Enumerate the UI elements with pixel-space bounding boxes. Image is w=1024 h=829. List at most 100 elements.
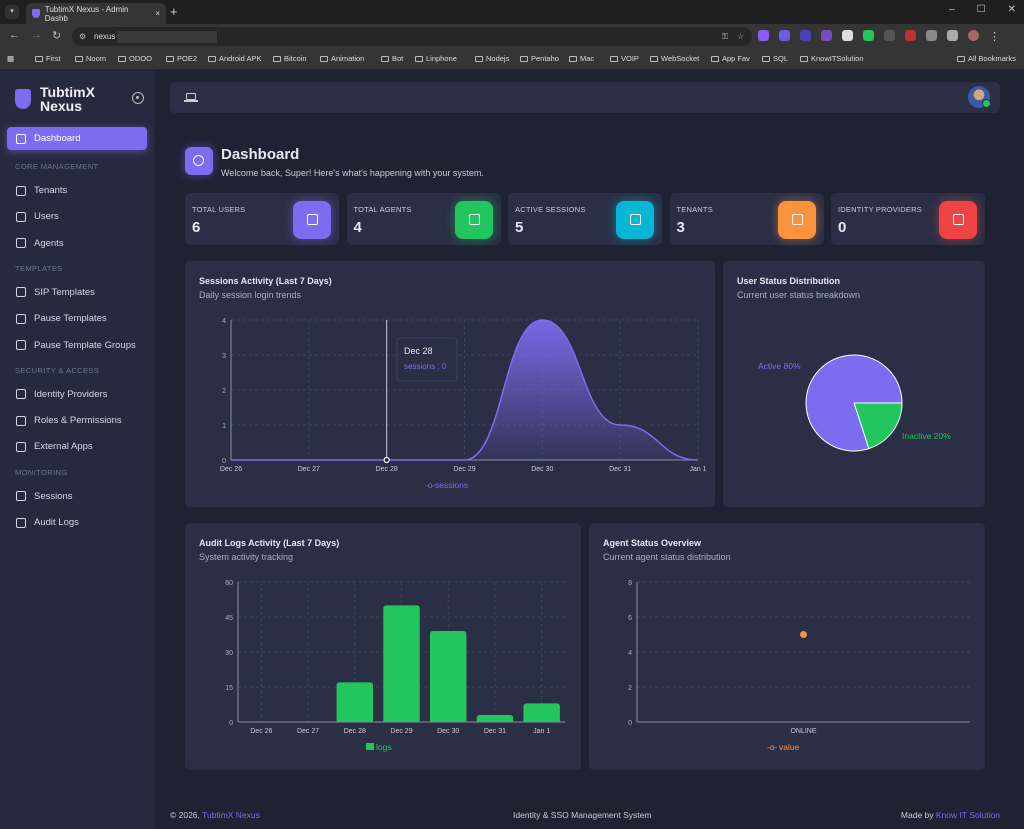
bar-dec-31[interactable] — [476, 715, 514, 722]
agent-icon — [454, 201, 493, 239]
sidebar-item-audit-logs[interactable]: Audit Logs — [7, 511, 147, 534]
sidebar-item-label: Roles & Permissions — [34, 415, 122, 427]
extension-icon[interactable] — [758, 30, 769, 41]
legend-swatch[interactable] — [366, 743, 374, 750]
bookmark-star-icon[interactable]: ☆ — [736, 32, 744, 41]
sidebar-item-roles-permissions[interactable]: Roles & Permissions — [7, 409, 147, 432]
sidebar-item-pause-template-groups[interactable]: Pause Template Groups — [7, 334, 147, 357]
bookmark-folder[interactable]: App Fav — [711, 54, 750, 63]
apps-grid-icon[interactable]: ▦ — [7, 54, 15, 63]
bookmark-folder[interactable]: Linphone — [415, 54, 457, 63]
close-window-button[interactable]: ✕ — [1007, 4, 1016, 15]
tab-close-button[interactable]: × — [155, 9, 160, 18]
x-tick-label: Dec 28 — [344, 728, 366, 735]
x-tick-label: ONLINE — [790, 728, 816, 735]
back-button[interactable]: ← — [9, 29, 20, 41]
new-tab-button[interactable]: + — [170, 4, 178, 19]
bookmark-folder[interactable]: First — [35, 54, 61, 63]
bookmark-folder[interactable]: KnowITSolution — [800, 54, 864, 63]
extension-icon[interactable] — [863, 30, 874, 41]
tab-search-button[interactable]: ▾ — [5, 5, 19, 19]
bar-dec-30[interactable] — [429, 631, 467, 722]
audit-logs-card: Audit Logs Activity (Last 7 Days) System… — [185, 523, 581, 770]
sidebar-item-pause-templates[interactable]: Pause Templates — [7, 307, 147, 330]
sidebar-item-agents[interactable]: Agents — [7, 232, 147, 255]
sidebar-item-external-apps[interactable]: External Apps — [7, 435, 147, 458]
minimize-button[interactable]: – — [949, 4, 955, 15]
bookmark-folder[interactable]: Pentaho — [520, 54, 559, 63]
sidebar-item-tenants[interactable]: Tenants — [7, 179, 147, 202]
sidebar-toggle-icon[interactable] — [132, 92, 144, 104]
stat-card-identity-providers: IDENTITY PROVIDERS 0 — [831, 193, 985, 245]
bookmark-folder[interactable]: ODOO — [118, 54, 152, 63]
password-key-icon[interactable]: ⚿ — [721, 32, 728, 41]
sessions-chart[interactable]: 0 1 2 3 4 Dec 26 Dec 27 Dec 28 Dec 29 Dec 30 Dec 3… — [185, 261, 715, 507]
extension-icon[interactable] — [926, 30, 937, 41]
bar-dec-29[interactable] — [383, 605, 420, 722]
reload-button[interactable]: ↻ — [52, 30, 62, 42]
bookmark-folder[interactable]: Animation — [320, 54, 364, 63]
maximize-button[interactable]: ☐ — [976, 4, 986, 15]
extension-icon[interactable] — [884, 30, 895, 41]
bookmark-folder[interactable]: Bot — [381, 54, 403, 63]
data-point-online[interactable] — [800, 631, 807, 638]
stat-label: ACTIVE SESSIONS — [515, 205, 586, 214]
bookmark-label: VOIP — [621, 54, 639, 63]
laptop-icon[interactable] — [184, 93, 198, 102]
site-info-icon[interactable]: ⚙ — [79, 32, 87, 41]
extension-icon[interactable] — [842, 30, 853, 41]
agent-status-chart[interactable]: 0 2 4 6 8 ONLINE -o- value — [589, 523, 985, 770]
forward-button[interactable]: → — [31, 29, 42, 41]
y-tick-label: 15 — [225, 685, 233, 692]
user-status-pie[interactable]: Active 80% Inactive 20% — [723, 261, 985, 507]
sidebar-item-dashboard[interactable]: Dashboard — [7, 127, 147, 150]
user-avatar[interactable] — [968, 86, 991, 108]
extensions-puzzle-icon[interactable] — [947, 30, 958, 41]
bookmark-folder[interactable]: POE2 — [166, 54, 197, 63]
pie-slice-active[interactable] — [805, 354, 903, 452]
bookmark-folder[interactable]: SQL — [762, 54, 788, 63]
brand-link[interactable]: TubtimX Nexus — [202, 810, 260, 820]
address-bar-row: ← → ↻ ⚙ nexus ⚿ ☆ ⋮ — [0, 24, 1024, 48]
company-link[interactable]: Know IT Solution — [935, 810, 1000, 820]
bar-jan-1[interactable] — [523, 703, 560, 722]
audit-logs-chart[interactable]: 0 15 30 45 60 Dec 26 Dec 27 Dec 28 Dec 29 Dec 30 D… — [185, 523, 581, 770]
sidebar-item-sip-templates[interactable]: SIP Templates — [7, 281, 147, 304]
bookmark-folder[interactable]: WebSocket — [650, 54, 699, 63]
stat-card-active-sessions: ACTIVE SESSIONS 5 — [508, 193, 662, 245]
browser-menu-icon[interactable]: ⋮ — [989, 31, 1000, 43]
extension-icon[interactable] — [800, 30, 811, 41]
bookmark-folder[interactable]: Mac — [569, 54, 594, 63]
bookmark-label: KnowITSolution — [811, 54, 864, 63]
legend-sessions[interactable]: -o- — [425, 480, 436, 490]
sidebar-item-sessions[interactable]: Sessions — [7, 485, 147, 508]
bookmark-folder[interactable]: Bitcoin — [273, 54, 307, 63]
sidebar-item-users[interactable]: Users — [7, 205, 147, 228]
bookmark-folder[interactable]: Noom — [75, 54, 106, 63]
stat-label: TOTAL AGENTS — [353, 205, 412, 214]
card-subtitle: Current user status breakdown — [737, 290, 861, 300]
profile-avatar[interactable] — [968, 30, 979, 41]
legend-label: sessions — [435, 480, 468, 490]
browser-tab[interactable]: TubtimX Nexus - Admin Dashb × — [26, 3, 166, 24]
bookmark-folder[interactable]: VOIP — [610, 54, 639, 63]
bar-dec-28[interactable] — [336, 682, 374, 722]
sidebar-item-identity-providers[interactable]: Identity Providers — [7, 383, 147, 406]
brand-logo[interactable]: TubtimX Nexus — [15, 85, 110, 113]
url-input[interactable]: ⚙ nexus ⚿ ☆ — [72, 27, 752, 46]
all-bookmarks-button[interactable]: All Bookmarks — [957, 54, 1016, 63]
active-data-point[interactable] — [383, 456, 390, 464]
extension-icon[interactable] — [779, 30, 790, 41]
folder-icon — [650, 55, 658, 62]
apps-icon — [16, 441, 26, 452]
pie-slice-inactive[interactable] — [853, 402, 903, 450]
extension-icon[interactable] — [905, 30, 916, 41]
y-tick-label: 6 — [628, 615, 632, 622]
bookmark-folder[interactable]: Android APK — [208, 54, 262, 63]
extension-icon[interactable] — [821, 30, 832, 41]
home-icon — [16, 133, 26, 144]
stat-card-tenants: TENANTS 3 — [669, 193, 824, 245]
users-icon — [293, 201, 331, 239]
legend-value[interactable]: -o- — [767, 742, 778, 752]
bookmark-folder[interactable]: Nodejs — [475, 54, 509, 63]
